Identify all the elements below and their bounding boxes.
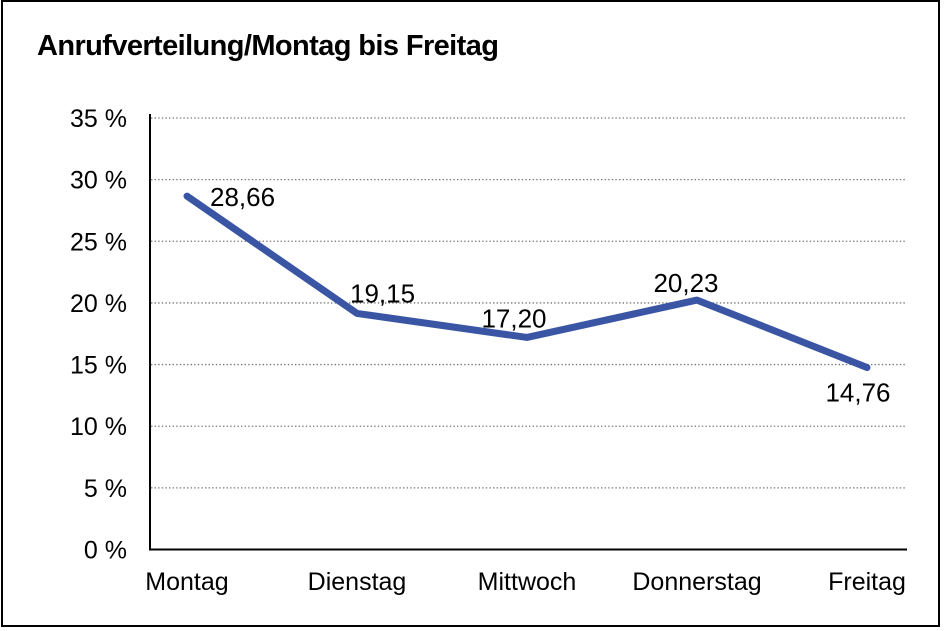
- data-label: 20,23: [653, 268, 718, 298]
- y-tick-label: 0 %: [84, 537, 127, 565]
- y-tick-label: 15 %: [70, 352, 127, 380]
- y-tick-label: 20 %: [70, 290, 127, 318]
- y-tick-label: 35 %: [70, 105, 127, 133]
- x-tick-label: Mittwoch: [478, 568, 577, 596]
- data-label: 14,76: [825, 378, 890, 408]
- series-line: [183, 192, 871, 372]
- y-tick-label: 30 %: [70, 167, 127, 195]
- x-tick-label: Donnerstag: [632, 568, 761, 596]
- x-tick-label: Freitag: [828, 568, 906, 596]
- y-tick-label: 5 %: [84, 475, 127, 503]
- data-label: 19,15: [350, 278, 415, 308]
- data-label: 17,20: [481, 303, 546, 333]
- x-tick-label: Dienstag: [308, 568, 407, 596]
- x-tick-label: Montag: [145, 568, 228, 596]
- y-tick-label: 10 %: [70, 413, 127, 441]
- chart-title: Anrufverteilung/Montag bis Freitag: [37, 30, 499, 62]
- y-tick-label: 25 %: [70, 228, 127, 256]
- data-label: 28,66: [210, 182, 275, 212]
